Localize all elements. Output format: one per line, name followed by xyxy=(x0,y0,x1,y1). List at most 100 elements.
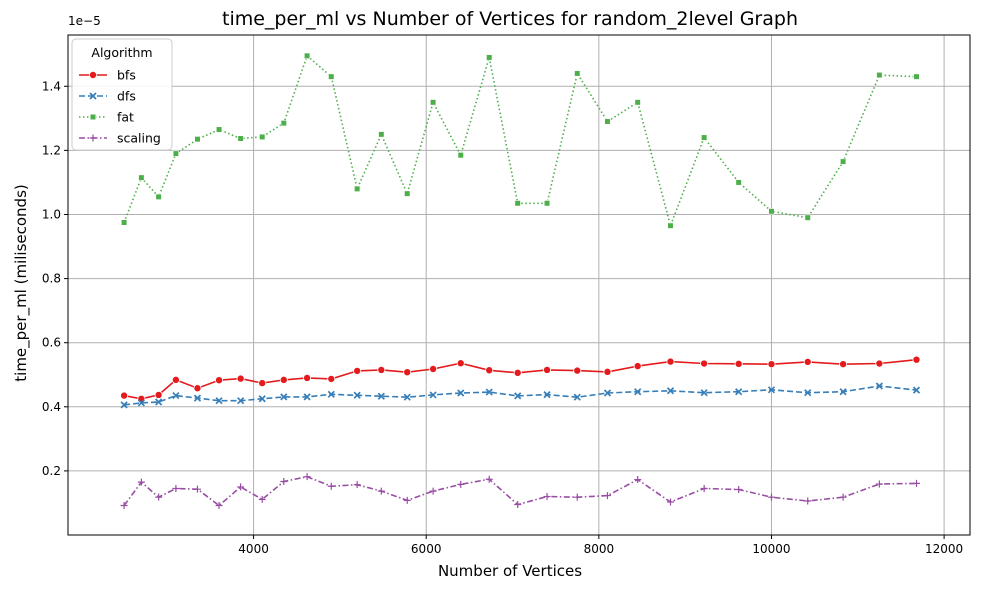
data-point-dfs xyxy=(172,391,180,400)
data-point-fat xyxy=(840,158,847,165)
data-point-fat xyxy=(378,131,385,138)
data-point-dfs xyxy=(875,382,883,390)
data-point-dfs xyxy=(543,391,551,399)
data-point-fat xyxy=(354,185,361,192)
data-point-fat xyxy=(514,200,521,207)
data-point-dfs xyxy=(215,397,223,405)
series-fat xyxy=(121,52,920,229)
data-point-bfs xyxy=(429,364,438,373)
data-point-scaling xyxy=(735,485,743,493)
data-point-scaling xyxy=(120,502,128,510)
data-point-dfs xyxy=(327,390,335,398)
data-point-dfs xyxy=(514,392,522,400)
data-point-bfs xyxy=(573,366,582,375)
data-point-scaling xyxy=(172,485,180,493)
legend-label: fat xyxy=(117,110,134,125)
x-tick-label: 10000 xyxy=(752,542,790,556)
legend-swatch-marker xyxy=(89,92,97,100)
data-point-fat xyxy=(215,126,223,133)
plot-area xyxy=(67,34,971,536)
legend-label: bfs xyxy=(117,68,136,83)
legend-swatch-marker xyxy=(89,134,97,142)
data-point-scaling xyxy=(303,473,311,481)
data-point-fat xyxy=(604,118,611,125)
data-point-bfs xyxy=(120,391,129,400)
data-point-bfs xyxy=(485,366,494,375)
data-point-dfs xyxy=(155,398,163,406)
legend-title: Algorithm xyxy=(91,45,152,60)
data-point-scaling xyxy=(666,498,674,506)
data-point-bfs xyxy=(154,390,163,399)
data-point-fat xyxy=(172,150,179,157)
data-point-bfs xyxy=(236,374,245,383)
data-point-fat xyxy=(121,219,128,226)
data-point-bfs xyxy=(353,366,362,375)
grid-lines xyxy=(68,35,970,535)
data-point-scaling xyxy=(514,501,522,509)
series-scaling xyxy=(120,473,920,510)
data-point-fat xyxy=(138,174,145,181)
y-tick-label: 0.8 xyxy=(42,272,61,286)
data-point-fat xyxy=(457,152,464,159)
plot-background xyxy=(68,35,970,535)
data-point-dfs xyxy=(735,388,743,396)
data-point-scaling xyxy=(403,496,411,504)
data-point-bfs xyxy=(193,384,202,393)
data-point-scaling xyxy=(193,485,201,493)
y-scale-note: 1e−5 xyxy=(68,14,101,28)
data-point-dfs xyxy=(137,399,145,407)
series-line-scaling xyxy=(123,475,917,507)
data-point-dfs xyxy=(573,393,581,401)
data-point-dfs xyxy=(666,387,675,395)
data-point-bfs xyxy=(456,359,465,368)
data-point-dfs xyxy=(767,386,776,394)
data-point-dfs xyxy=(429,391,437,399)
data-point-fat xyxy=(876,71,883,79)
x-tick-label: 8000 xyxy=(584,542,615,556)
y-tick-label: 1.4 xyxy=(42,79,61,93)
series-dfs xyxy=(120,382,921,409)
data-point-scaling xyxy=(155,493,163,501)
data-point-bfs xyxy=(513,368,522,377)
data-point-scaling xyxy=(767,493,775,501)
legend-swatch-marker xyxy=(89,71,98,80)
data-point-dfs xyxy=(485,388,493,396)
data-point-dfs xyxy=(912,386,921,394)
y-tick-label: 0.6 xyxy=(42,336,61,350)
y-axis: 0.2 0.4 0.6 0.8 1.0 1.2 1.4 xyxy=(42,79,68,478)
data-point-dfs xyxy=(457,389,465,397)
data-point-scaling xyxy=(603,492,611,500)
data-point-bfs xyxy=(543,365,552,374)
data-point-bfs xyxy=(912,355,921,364)
data-point-scaling xyxy=(543,493,551,501)
data-point-fat xyxy=(328,73,335,80)
y-tick-label: 1.0 xyxy=(42,207,61,221)
data-point-bfs xyxy=(303,373,312,382)
data-point-bfs xyxy=(403,368,412,377)
data-point-bfs xyxy=(700,359,709,368)
data-point-fat xyxy=(543,200,551,207)
data-point-bfs xyxy=(603,367,612,376)
data-point-scaling xyxy=(700,485,708,493)
data-point-dfs xyxy=(634,388,642,396)
data-point-bfs xyxy=(327,374,336,383)
data-point-fat xyxy=(237,135,244,142)
data-point-scaling xyxy=(485,475,493,483)
series-bfs xyxy=(120,355,921,403)
data-point-dfs xyxy=(120,401,128,409)
data-point-fat xyxy=(701,134,708,141)
series-line-fat xyxy=(123,54,917,229)
legend-swatch-marker xyxy=(89,113,97,121)
data-point-dfs xyxy=(700,389,708,397)
data-point-scaling xyxy=(457,480,465,488)
data-point-bfs xyxy=(666,357,675,366)
data-point-bfs xyxy=(734,359,743,368)
data-point-bfs xyxy=(258,379,267,388)
data-point-scaling xyxy=(280,477,288,485)
data-point-dfs xyxy=(280,393,288,401)
data-point-dfs xyxy=(403,393,411,401)
data-point-fat xyxy=(303,52,311,59)
data-point-bfs xyxy=(839,360,848,369)
data-point-scaling xyxy=(353,481,361,489)
